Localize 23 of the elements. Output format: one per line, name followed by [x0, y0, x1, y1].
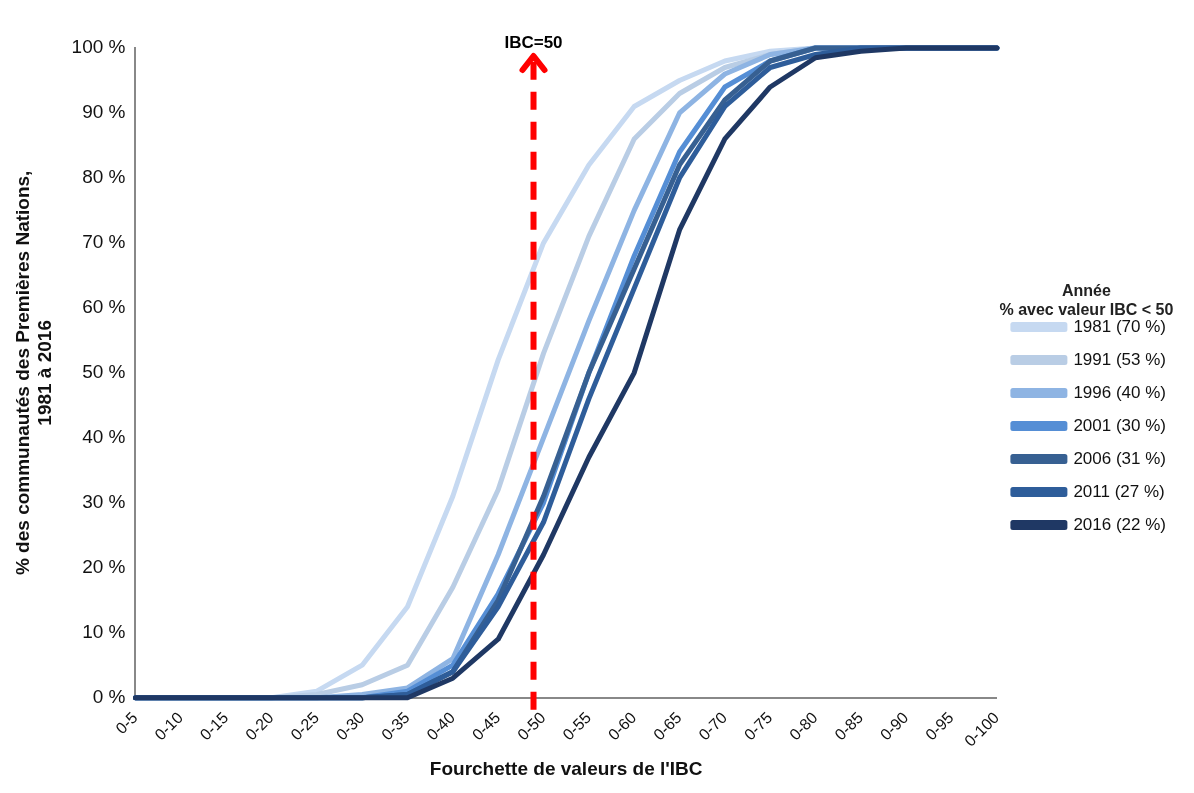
y-axis-title: % des communautés des Premières Nations, 1981 à 2016: [11, 170, 56, 576]
legend-title: Année % avec valeur IBC < 50: [999, 281, 1174, 319]
y-tick-label: 30 %: [82, 491, 126, 513]
y-tick-label: 20 %: [82, 555, 126, 577]
legend-label: 2011 (27 %): [1073, 481, 1165, 501]
y-tick-label: 60 %: [82, 296, 126, 318]
legend-label: 1996 (40 %): [1073, 382, 1167, 402]
ref-line-label: IBC=50: [504, 33, 563, 53]
y-tick-label: 70 %: [82, 231, 126, 253]
y-tick-label: 90 %: [82, 101, 126, 123]
legend-label: 2001 (30 %): [1073, 415, 1167, 435]
x-tick-label: 0-5: [112, 708, 141, 738]
y-tick-label: 50 %: [82, 361, 126, 383]
y-tick-label: 0 %: [92, 685, 126, 707]
legend-label: 2016 (22 %): [1073, 514, 1167, 534]
y-tick-label: 100 %: [71, 36, 126, 58]
y-tick-label: 40 %: [82, 426, 126, 448]
y-tick-label: 10 %: [82, 620, 126, 642]
legend-label: 2006 (31 %): [1073, 448, 1167, 468]
y-tick-label: 80 %: [82, 166, 126, 188]
legend-label: 1991 (53 %): [1073, 349, 1167, 369]
legend-label: 1981 (70 %): [1073, 316, 1167, 336]
x-axis-title: Fourchette de valeurs de l'IBC: [429, 757, 703, 779]
